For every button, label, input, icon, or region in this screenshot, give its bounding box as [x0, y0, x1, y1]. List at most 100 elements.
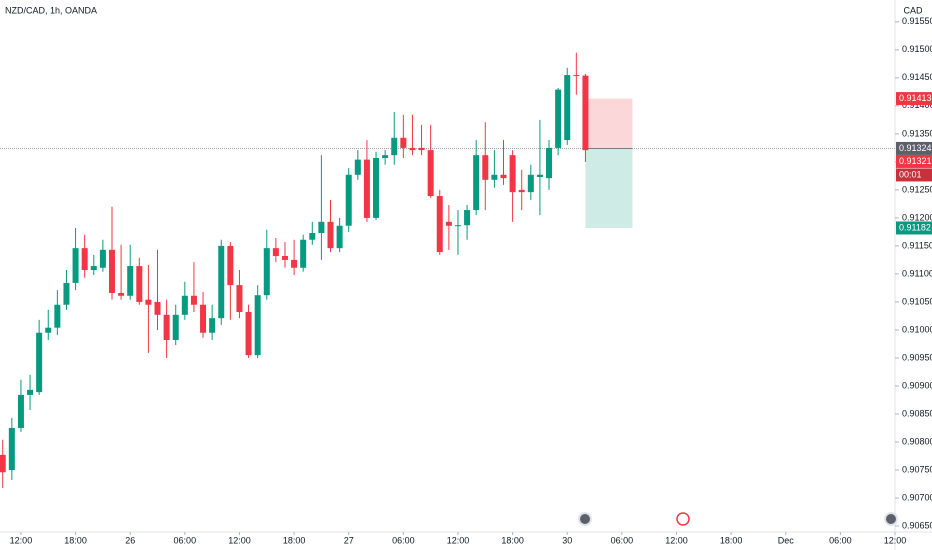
- candle-body: [445, 221, 452, 226]
- y-tick-label: 0.91150: [902, 240, 932, 250]
- x-tick-label: 06:00: [392, 535, 415, 545]
- candle-body: [81, 248, 88, 270]
- candle-body: [373, 157, 380, 218]
- candle-body: [509, 155, 516, 193]
- countdown: 00:01: [899, 169, 922, 179]
- x-tick-label: 12:00: [228, 535, 251, 545]
- event-icon[interactable]: [676, 512, 690, 526]
- candle-body: [400, 137, 407, 148]
- candle-body: [409, 147, 416, 151]
- candle-body: [8, 427, 15, 470]
- y-tick-label: 0.91000: [902, 324, 932, 334]
- candle-body: [118, 292, 125, 296]
- candle-body: [17, 394, 24, 428]
- candle-body: [54, 304, 61, 328]
- y-tick-label: 0.91500: [902, 44, 932, 54]
- candle-body: [582, 75, 589, 151]
- x-tick-label: 12:00: [665, 535, 688, 545]
- candle-body: [108, 249, 115, 293]
- y-tick-label: 0.91550: [902, 16, 932, 26]
- candle-body: [200, 304, 207, 333]
- candle-body: [527, 174, 534, 193]
- candle-body: [0, 454, 6, 473]
- candle-body: [136, 266, 143, 302]
- y-tick-label: 0.90900: [902, 380, 932, 390]
- candle-body: [300, 239, 307, 268]
- candle-body: [272, 248, 279, 256]
- event-icon[interactable]: [884, 512, 898, 526]
- candle-body: [90, 266, 97, 270]
- target-price-label: 0.91182: [899, 222, 931, 232]
- candle-body: [518, 189, 525, 193]
- y-tick-label: 0.91400: [902, 100, 932, 110]
- candle-body: [363, 159, 370, 218]
- candle-body: [482, 155, 489, 180]
- candle-body: [236, 285, 243, 313]
- candle-body: [254, 295, 261, 356]
- candle-body: [536, 174, 543, 178]
- x-tick-label: 18:00: [720, 535, 743, 545]
- chart-title: NZD/CAD, 1h, OANDA: [5, 5, 97, 15]
- x-tick-label: 27: [344, 535, 354, 545]
- candle-body: [336, 225, 343, 249]
- candle-body: [573, 75, 580, 77]
- candle-body: [491, 174, 498, 180]
- y-tick-label: 0.91050: [902, 296, 932, 306]
- last-price-label-bg: [896, 154, 932, 168]
- candle-body: [382, 155, 389, 158]
- stop-price-label-bg: [896, 92, 932, 106]
- candle-body: [318, 221, 325, 234]
- stop-price-label: 0.91413: [899, 93, 932, 103]
- candle-body: [546, 147, 553, 179]
- y-tick-label: 0.90650: [902, 520, 932, 530]
- candle-body: [154, 301, 161, 315]
- candle-body: [391, 137, 398, 156]
- candle-body: [327, 221, 334, 249]
- y-tick-label: 0.90950: [902, 352, 932, 362]
- candle-body: [27, 389, 34, 395]
- last-price-label: 0.91321: [899, 156, 932, 166]
- candle-body: [172, 314, 179, 341]
- currency-label: CAD: [903, 5, 923, 15]
- candle-body: [63, 282, 70, 305]
- candle-body: [464, 210, 471, 226]
- entry-price-label: 0.91324: [899, 143, 932, 153]
- x-tick-label: 18:00: [283, 535, 306, 545]
- event-icons[interactable]: [578, 512, 898, 526]
- x-tick-label: 18:00: [501, 535, 524, 545]
- candle-body: [354, 159, 361, 175]
- x-tick-label: 12:00: [884, 535, 907, 545]
- target-zone: [585, 148, 633, 228]
- stop-zone: [585, 98, 633, 149]
- candle-body: [163, 314, 170, 341]
- y-tick-label: 0.91100: [902, 268, 932, 278]
- candle-body: [227, 245, 234, 286]
- candle-body: [127, 266, 134, 296]
- x-tick-label: 06:00: [611, 535, 634, 545]
- y-tick-label: 0.91350: [902, 128, 932, 138]
- y-tick-label: 0.90750: [902, 464, 932, 474]
- x-tick-label: 06:00: [174, 535, 197, 545]
- candle-body: [309, 233, 316, 240]
- entry-price-label-bg: [896, 141, 932, 155]
- candle-body: [263, 248, 270, 296]
- candle-body: [555, 89, 562, 148]
- countdown-bg: [896, 168, 932, 182]
- x-tick-label: 30: [562, 535, 572, 545]
- candle-body: [418, 147, 425, 151]
- candle-body: [473, 155, 480, 211]
- candle-body: [181, 295, 188, 315]
- candle-body: [45, 327, 52, 333]
- x-tick-label: 12:00: [10, 535, 33, 545]
- candle-body: [436, 196, 443, 253]
- candle-body: [564, 75, 571, 141]
- y-tick-label: 0.90700: [902, 492, 932, 502]
- y-tick-label: 0.91450: [902, 72, 932, 82]
- y-tick-label: 0.90800: [902, 436, 932, 446]
- event-icon[interactable]: [578, 512, 592, 526]
- candle-body: [190, 295, 197, 305]
- candle-body: [145, 299, 152, 305]
- y-tick-label: 0.91250: [902, 184, 932, 194]
